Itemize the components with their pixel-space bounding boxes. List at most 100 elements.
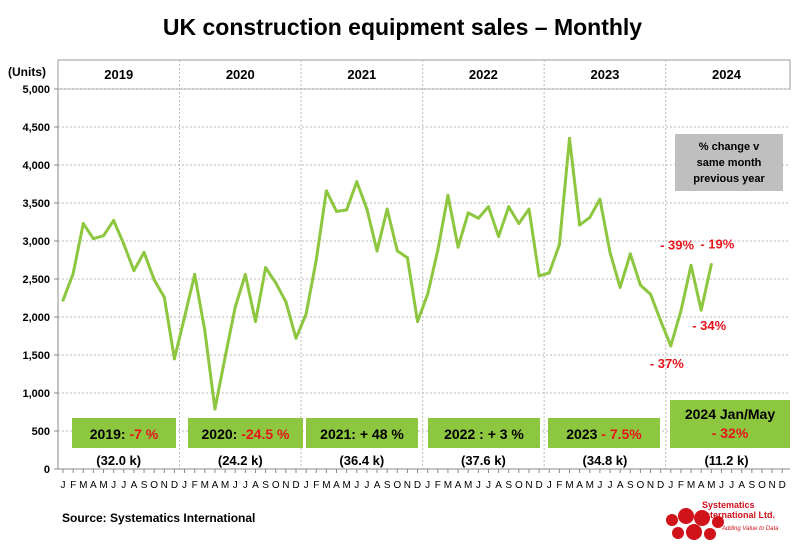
y-tick-label: 3,500 <box>22 198 50 210</box>
x-tick-label: D <box>779 480 786 491</box>
year-summary-label: 2020: -24.5 % <box>202 426 291 442</box>
data-point <box>568 136 571 140</box>
x-tick-label: O <box>150 480 158 491</box>
x-tick-label: M <box>687 480 695 491</box>
data-point <box>527 207 531 211</box>
year-total: (36.4 k) <box>339 453 384 468</box>
x-tick-label: F <box>556 480 562 491</box>
year-total: (24.2 k) <box>218 453 263 468</box>
x-tick-label: F <box>435 480 441 491</box>
x-tick-label: M <box>444 480 452 491</box>
year-summary-box <box>188 418 303 448</box>
x-tick-label: J <box>182 480 187 491</box>
logo-tagline: Adding Value to Data <box>722 526 779 532</box>
data-point <box>274 281 278 285</box>
x-tick-label: A <box>495 480 502 491</box>
data-point <box>233 305 237 309</box>
year-summary-box <box>306 418 418 448</box>
data-point <box>456 245 460 249</box>
y-tick-label: 2,500 <box>22 274 50 286</box>
year-header-band <box>57 59 791 90</box>
year-summary-change: -7 % <box>129 426 158 442</box>
year-summary-label-text: 2022 : + 3 % <box>444 426 524 442</box>
data-point <box>61 298 65 302</box>
year-summary-label: 2022 : + 3 % <box>444 426 524 442</box>
x-tick-label: J <box>61 480 66 491</box>
data-point <box>608 250 612 254</box>
percent-change-note-box <box>675 134 783 191</box>
x-tick-label: N <box>525 480 532 491</box>
year-summary-label-text: 2023 <box>566 426 601 442</box>
x-tick-label: M <box>464 480 472 491</box>
data-point <box>324 189 328 193</box>
data-point <box>172 357 176 361</box>
x-tick-label: J <box>719 480 724 491</box>
data-point <box>71 272 75 276</box>
data-point <box>213 407 217 411</box>
x-tick-label: D <box>657 480 664 491</box>
data-point <box>497 234 501 238</box>
data-point <box>517 222 521 226</box>
x-tick-label: D <box>535 480 542 491</box>
data-point <box>507 205 511 209</box>
year-summary-label-text: 2021: + 48 % <box>320 426 404 442</box>
systematics-logo: Systematics International Ltd. Adding Va… <box>662 500 792 550</box>
percent-change-annotation: - 19% <box>700 237 734 252</box>
logo-dots-icon <box>666 508 724 540</box>
data-point <box>152 278 156 282</box>
x-tick-label: J <box>729 480 734 491</box>
data-point <box>638 283 642 287</box>
data-point <box>142 250 146 254</box>
chart-title: UK construction equipment sales – Monthl… <box>162 14 643 40</box>
data-point <box>466 211 470 215</box>
x-tick-label: F <box>70 480 76 491</box>
y-tick-label: 4,500 <box>22 122 50 134</box>
x-tick-label: O <box>393 480 401 491</box>
x-tick-label: M <box>221 480 229 491</box>
y-tick-label: 5,000 <box>22 84 50 96</box>
x-tick-label: S <box>627 480 634 491</box>
data-point <box>547 271 551 275</box>
x-tick-label: A <box>131 480 138 491</box>
x-tick-label: J <box>668 480 673 491</box>
y-tick-label: 1,500 <box>22 350 50 362</box>
data-point <box>395 249 399 253</box>
x-tick-label: S <box>384 480 391 491</box>
data-point <box>345 208 349 212</box>
data-point <box>649 292 653 296</box>
logo-text: Systematics International Ltd. <box>702 500 775 520</box>
x-tick-label: N <box>282 480 289 491</box>
year-label: 2024 <box>712 67 742 82</box>
x-tick-label: A <box>333 480 340 491</box>
x-tick-label: J <box>121 480 126 491</box>
data-point <box>416 320 420 324</box>
x-tick-label: A <box>374 480 381 491</box>
data-point <box>588 215 592 219</box>
y-tick-label: 500 <box>32 426 50 438</box>
data-point <box>162 295 166 299</box>
x-tick-label: M <box>201 480 209 491</box>
data-point <box>81 222 85 226</box>
x-tick-label: S <box>262 480 269 491</box>
data-point <box>132 269 136 273</box>
percent-change-annotation: - 37% <box>650 356 684 371</box>
data-point <box>598 197 602 201</box>
x-tick-label: N <box>768 480 775 491</box>
year-label: 2021 <box>347 67 376 82</box>
x-tick-label: J <box>608 480 613 491</box>
x-tick-label: J <box>547 480 552 491</box>
data-point <box>709 263 713 267</box>
x-tick-label: A <box>90 480 97 491</box>
data-point <box>91 237 95 241</box>
data-point <box>669 344 673 348</box>
percent-change-note-line: % change v <box>699 141 760 153</box>
y-tick-label: 4,000 <box>22 160 50 172</box>
year-summary-change: -24.5 % <box>241 426 290 442</box>
year-summary-box <box>548 418 660 448</box>
x-tick-label: J <box>597 480 602 491</box>
x-tick-label: J <box>111 480 116 491</box>
x-tick-label: J <box>476 480 481 491</box>
x-tick-label: M <box>565 480 573 491</box>
data-point <box>405 256 409 260</box>
x-tick-label: F <box>678 480 684 491</box>
